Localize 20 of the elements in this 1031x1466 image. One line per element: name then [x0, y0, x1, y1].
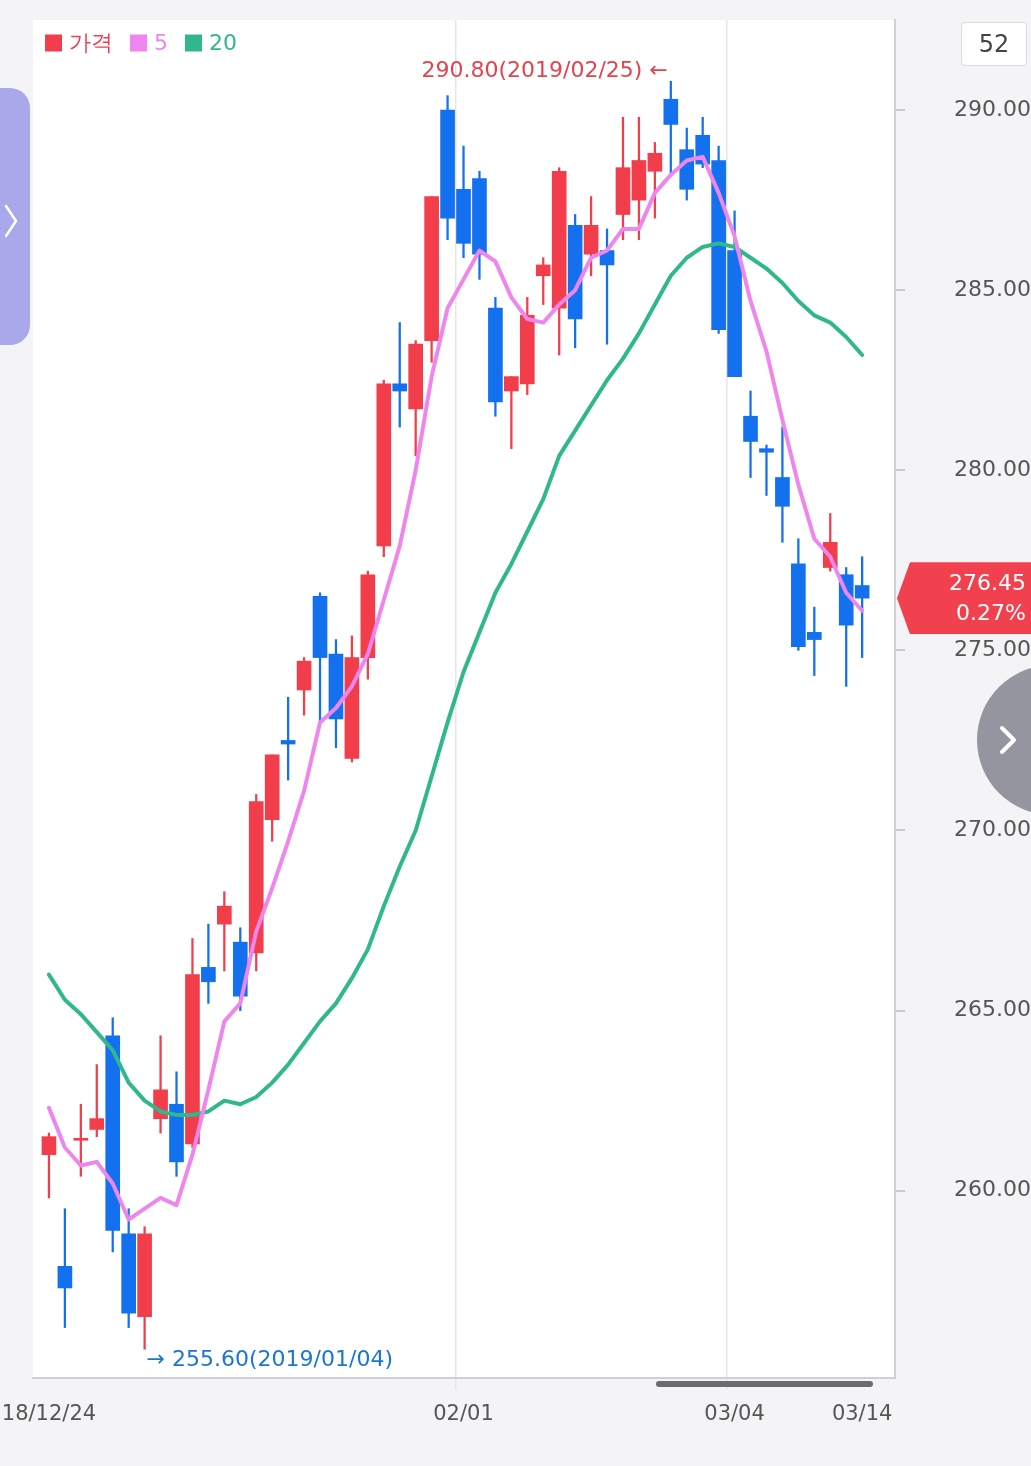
legend-label: 5	[154, 29, 168, 55]
y-tick-label: 265.00	[954, 996, 1031, 1022]
y-tick-label: 260.00	[954, 1176, 1031, 1202]
text: 52	[978, 30, 1010, 58]
y-tick-label: 285.00	[954, 275, 1031, 301]
x-tick-label: 18/12/24	[1, 1401, 97, 1426]
y-tick-label: 290.00	[954, 95, 1031, 121]
annotation: 290.80(2019/02/25) ←	[421, 56, 668, 82]
x-tick-label: 03/14	[831, 1401, 893, 1426]
y-tick-label: 270.00	[954, 816, 1031, 842]
annotation: → 255.60(2019/01/04)	[146, 1345, 393, 1371]
legend-label: 20	[209, 29, 237, 55]
y-tick-label: 275.00	[954, 636, 1031, 662]
x-tick-label: 02/01	[433, 1401, 494, 1426]
legend-label: 가격	[69, 29, 113, 55]
x-tick-label: 03/04	[704, 1401, 765, 1426]
candlestick	[759, 444, 774, 496]
y-tick-label: 280.00	[954, 455, 1031, 481]
text: 276.45	[949, 570, 1026, 596]
text: 0.27%	[956, 600, 1026, 626]
